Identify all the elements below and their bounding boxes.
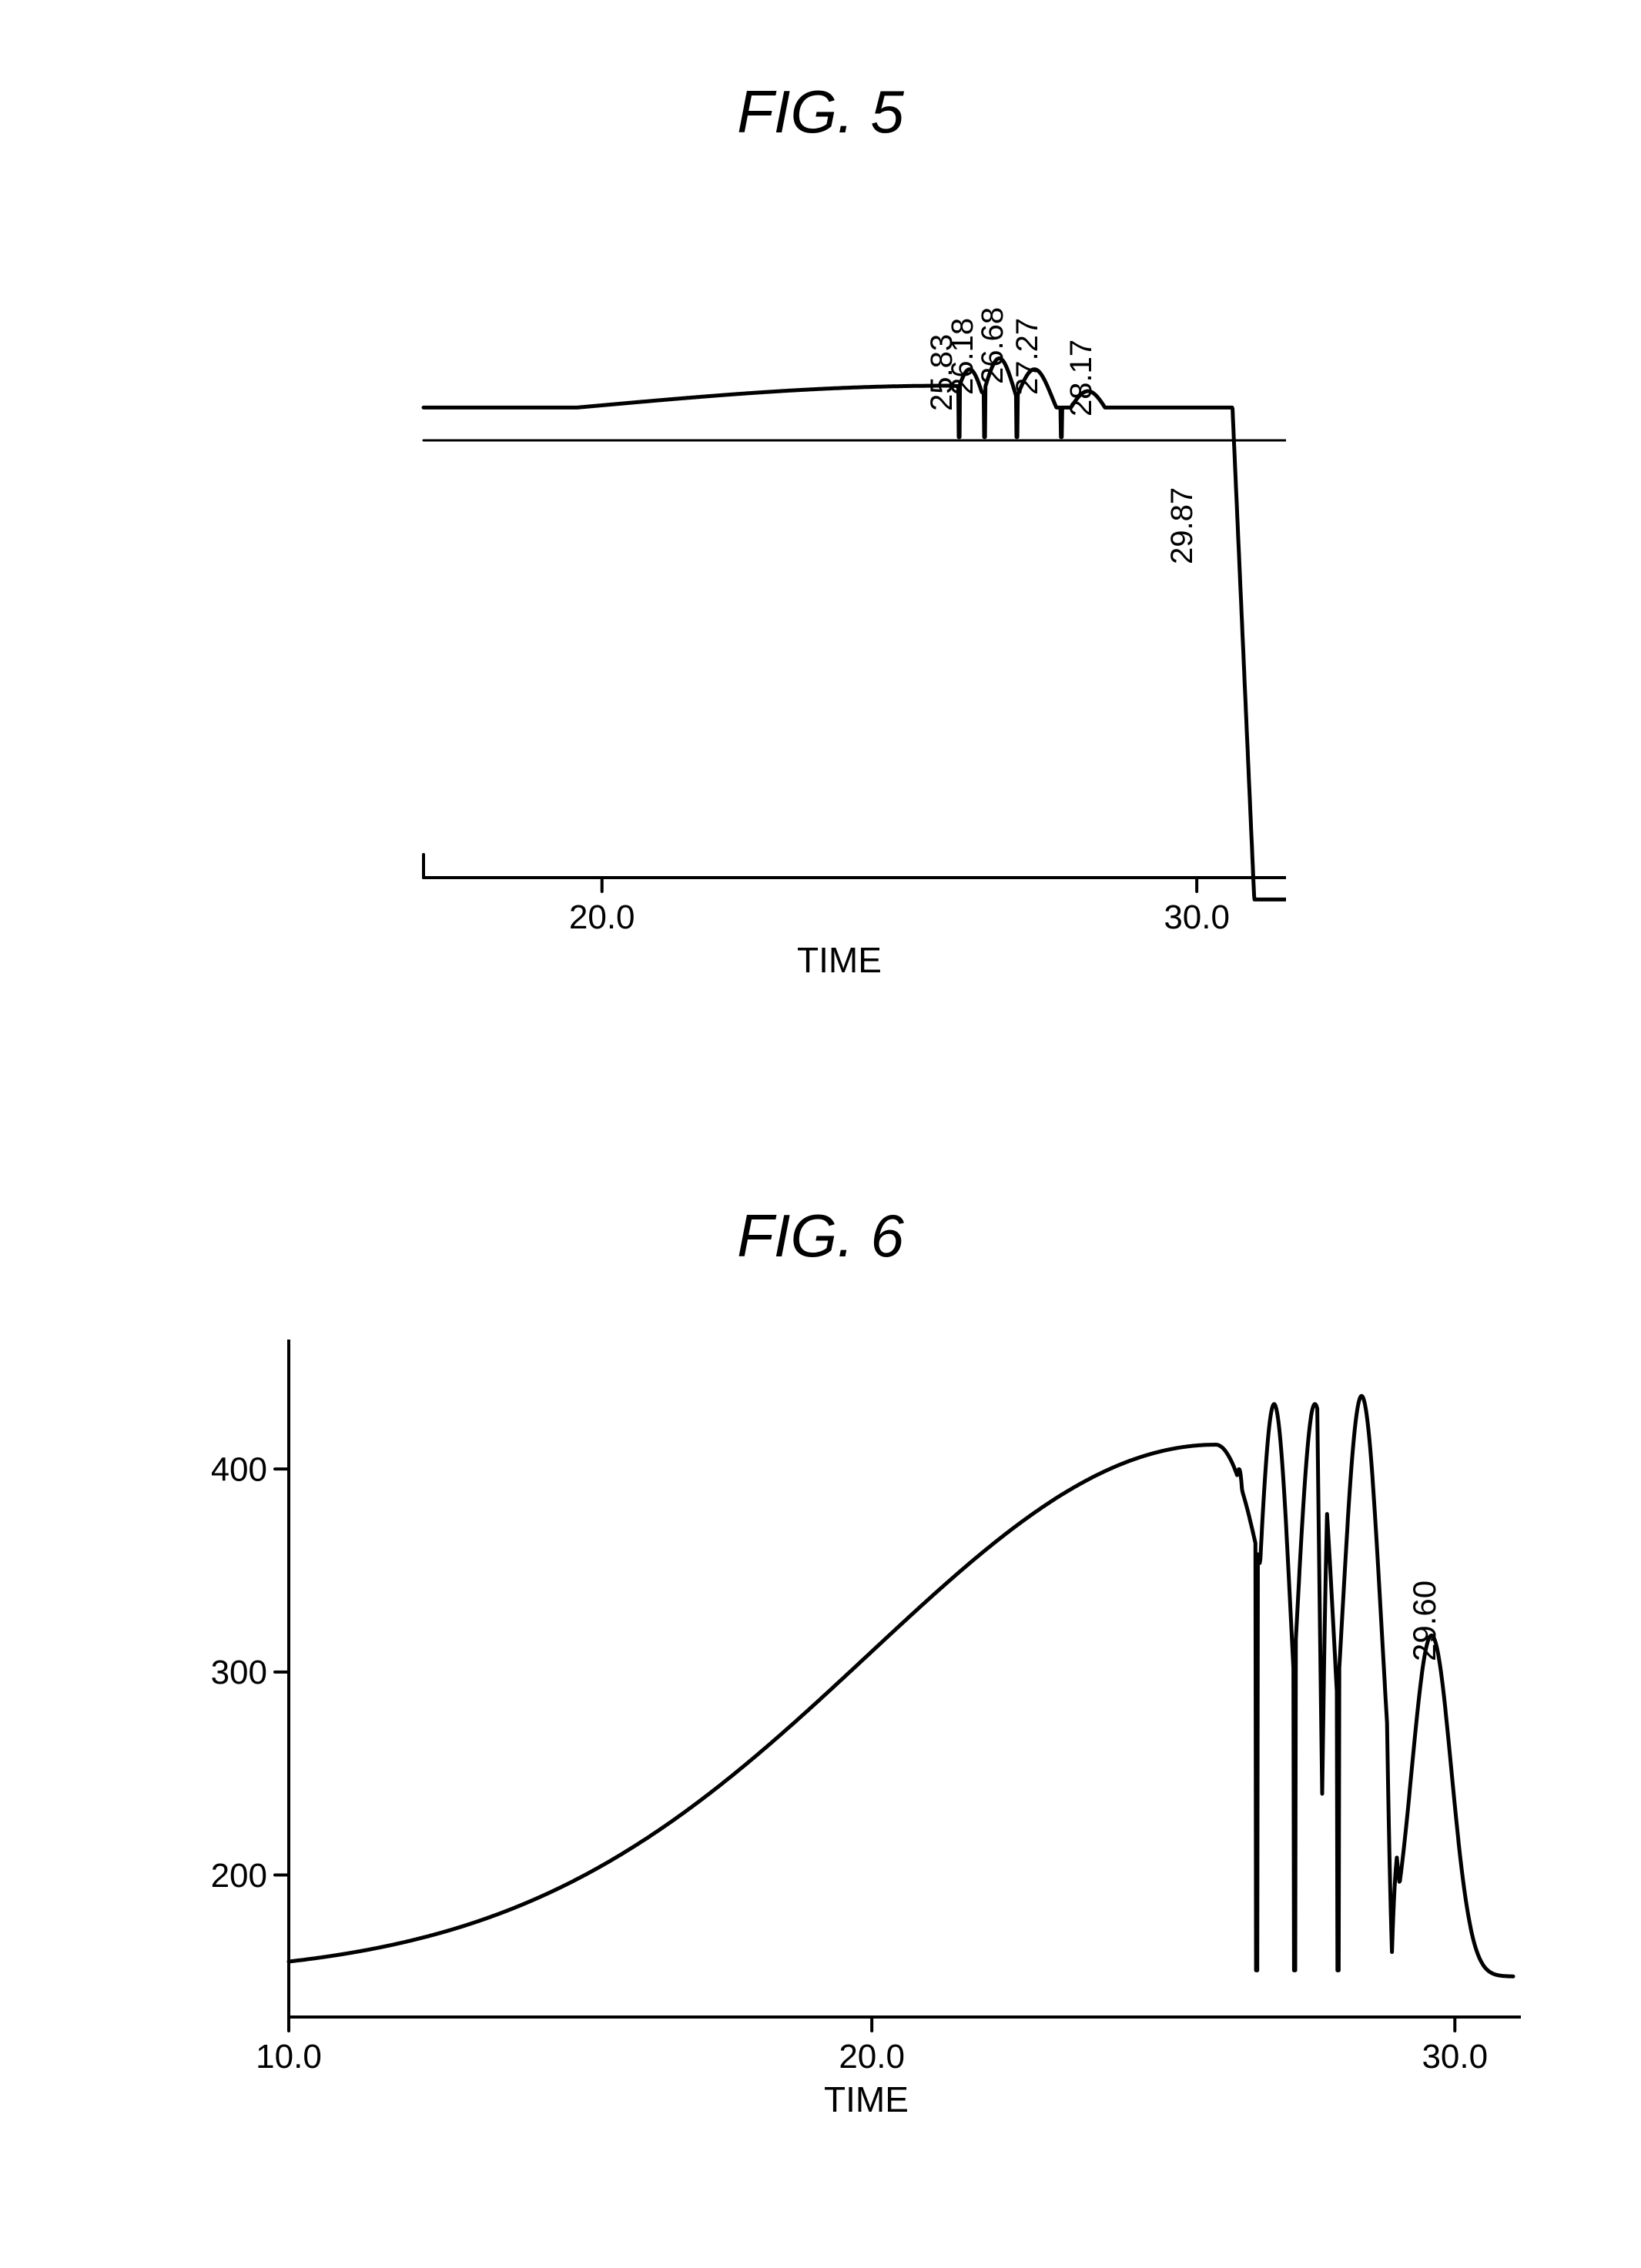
fig6-svg: 10.0 20.0 30.0 200 300 400 (212, 1340, 1521, 2125)
fig5-xlabel: TIME (393, 939, 1286, 981)
svg-text:20.0: 20.0 (839, 2038, 905, 2076)
svg-text:200: 200 (212, 1857, 267, 1895)
fig6-chart: 10.0 20.0 30.0 200 300 400 29.60 TIME (212, 1340, 1521, 2125)
peak-label: 29.60 (1406, 1581, 1443, 1661)
svg-text:20.0: 20.0 (569, 898, 635, 936)
svg-text:10.0: 10.0 (256, 2038, 322, 2076)
svg-text:400: 400 (212, 1451, 267, 1489)
fig5-chart: 20.030.0 25.8326.1826.6827.2728.1729.87 … (393, 331, 1286, 978)
fig5-svg: 20.0 30.0 (393, 331, 1286, 978)
peak-label: 27.27 (1010, 318, 1045, 395)
svg-text:30.0: 30.0 (1164, 898, 1230, 936)
fig6-title: FIG. 6 (0, 1201, 1641, 1271)
fig5-title: FIG. 5 (0, 77, 1641, 147)
svg-text:30.0: 30.0 (1422, 2038, 1488, 2076)
peak-label: 29.87 (1165, 487, 1200, 564)
peak-label: 28.17 (1064, 340, 1099, 416)
peak-label: 26.68 (976, 306, 1010, 383)
svg-text:300: 300 (212, 1654, 267, 1691)
fig6-xlabel: TIME (212, 2079, 1521, 2120)
page: FIG. 5 20.030.0 25.8326.1826.6827.2728.1… (0, 0, 1641, 2268)
